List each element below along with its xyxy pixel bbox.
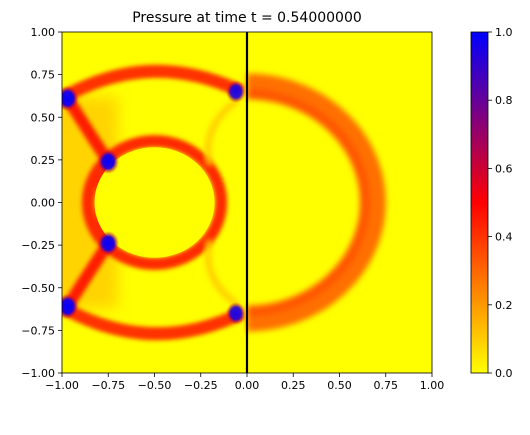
y-tick-label: 0.75 xyxy=(31,69,56,82)
x-tick-label: −0.75 xyxy=(91,379,125,392)
triple-point-5 xyxy=(226,301,246,325)
wake-layer xyxy=(205,97,240,308)
wake-streak-upper xyxy=(205,97,240,166)
colorbar-tick-label: 0.0 xyxy=(495,367,513,380)
triple-point-4 xyxy=(226,80,246,104)
x-tick-label: −0.25 xyxy=(184,379,218,392)
y-tick-label: −1.00 xyxy=(21,367,55,380)
right-shock-arc xyxy=(246,73,386,332)
colorbar-tick-label: 1.0 xyxy=(495,26,513,39)
y-tick-label: 0.00 xyxy=(31,197,56,210)
triple-point-3 xyxy=(97,231,120,256)
colorbar-tick-label: 0.8 xyxy=(495,94,513,107)
triple-point-1 xyxy=(62,293,79,320)
cylinder-interior xyxy=(94,147,215,258)
x-tick-label: 1.00 xyxy=(420,379,445,392)
x-tick-label: 0.75 xyxy=(374,379,399,392)
colorbar: 0.0 0.2 0.4 0.6 0.8 1.0 xyxy=(470,26,513,380)
x-tick-label: 0.25 xyxy=(281,379,306,392)
wake-streak-lower xyxy=(205,239,240,308)
colorbar-gradient xyxy=(470,31,489,374)
x-tick-label: −1.00 xyxy=(45,379,79,392)
right-arc-layer xyxy=(246,73,386,332)
y-tick-label: 0.25 xyxy=(31,154,56,167)
colorbar-axis: 0.0 0.2 0.4 0.6 0.8 1.0 xyxy=(488,26,513,380)
y-tick-label: −0.25 xyxy=(21,239,55,252)
colorbar-tick-label: 0.6 xyxy=(495,162,513,175)
y-axis: −1.00 −0.75 −0.50 −0.25 0.00 0.25 0.50 0.75 1.00 xyxy=(21,26,62,380)
cylinder-shock-ring xyxy=(81,135,228,270)
y-tick-label: −0.75 xyxy=(21,324,55,337)
heatmap-field xyxy=(62,32,432,373)
y-tick-label: 0.50 xyxy=(31,111,56,124)
colorbar-tick-label: 0.2 xyxy=(495,299,513,312)
x-tick-label: −0.50 xyxy=(138,379,172,392)
triple-point-0 xyxy=(62,85,79,112)
x-tick-label: 0.00 xyxy=(235,379,260,392)
right-shock-arc-core xyxy=(246,88,370,317)
x-tick-label: 0.50 xyxy=(327,379,352,392)
colorbar-tick-label: 0.4 xyxy=(495,231,513,244)
chart-title: Pressure at time t = 0.54000000 xyxy=(132,10,362,26)
triple-point-2 xyxy=(97,149,120,174)
x-axis: −1.00 −0.75 −0.50 −0.25 0.00 0.25 0.50 0.75 1.00 xyxy=(45,373,444,392)
y-tick-label: 1.00 xyxy=(31,26,56,39)
y-tick-label: −0.50 xyxy=(21,282,55,295)
